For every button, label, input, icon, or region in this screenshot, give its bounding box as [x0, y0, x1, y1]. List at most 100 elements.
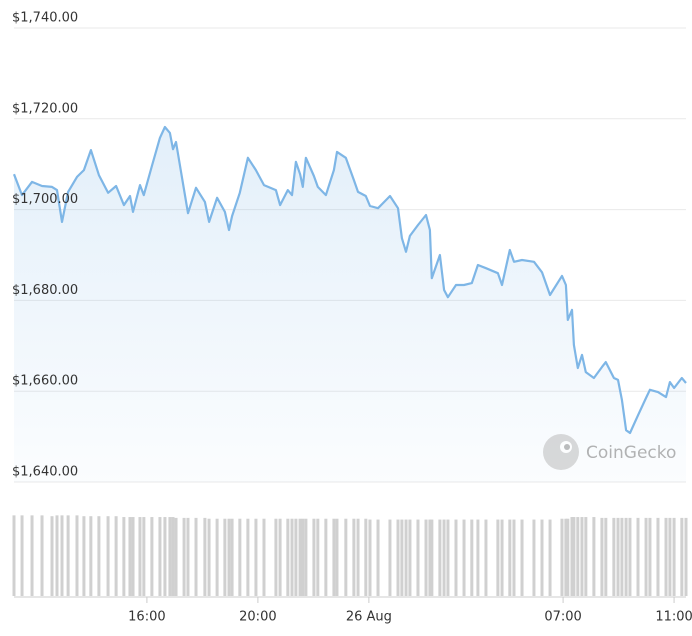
- volume-bar: [97, 516, 101, 596]
- volume-bar: [396, 519, 400, 596]
- volume-bar: [644, 517, 648, 596]
- volume-bar: [158, 517, 162, 596]
- volume-bar: [584, 517, 588, 596]
- volume-bar: [182, 517, 186, 596]
- volume-bar: [274, 518, 278, 596]
- volume-bar: [548, 519, 552, 596]
- y-tick-label: $1,740.00: [12, 11, 78, 26]
- volume-bar: [672, 517, 676, 596]
- volume-bar: [150, 517, 154, 596]
- volume-bar: [238, 518, 242, 596]
- volume-bar: [496, 519, 500, 596]
- y-tick-label: $1,680.00: [12, 283, 78, 298]
- volume-bar: [442, 519, 446, 596]
- volume-bar: [30, 515, 34, 596]
- volume-bar: [564, 518, 568, 596]
- price-line: [12, 125, 687, 435]
- volume-bar: [246, 518, 250, 596]
- volume-bar: [404, 519, 408, 596]
- volume-bar: [82, 516, 86, 596]
- volume-bar: [290, 518, 294, 596]
- volume-bar: [332, 518, 336, 596]
- volume-bar: [446, 519, 450, 596]
- volume-bar: [316, 518, 320, 596]
- x-tick-label: 11:00: [655, 610, 692, 625]
- volume-bar: [335, 518, 339, 596]
- volume-bar: [298, 518, 302, 596]
- volume-bar: [40, 515, 44, 596]
- volume-bar: [223, 518, 227, 596]
- watermark-text: CoinGecko: [586, 443, 676, 463]
- y-tick-label: $1,720.00: [12, 101, 78, 116]
- volume-bar: [580, 517, 584, 596]
- volume-bar: [624, 517, 628, 596]
- volume-bar: [142, 517, 146, 596]
- volume-bar: [428, 519, 432, 596]
- volume-bar: [604, 517, 608, 596]
- volume-bar: [484, 519, 488, 596]
- volume-bar: [636, 517, 640, 596]
- volume-bar: [262, 518, 266, 596]
- volume-bar: [620, 517, 624, 596]
- y-tick-label: $1,700.00: [12, 192, 78, 207]
- volume-bar: [286, 518, 290, 596]
- volume-bar: [470, 519, 474, 596]
- volume-bar: [174, 517, 178, 596]
- volume-bar: [344, 518, 348, 596]
- volume-bar: [128, 517, 132, 596]
- volume-bar: [576, 517, 580, 596]
- volume-bar: [75, 515, 79, 596]
- volume-bar: [227, 518, 231, 596]
- x-tick-label: 07:00: [544, 610, 581, 625]
- volume-bar: [278, 518, 282, 596]
- volume-bar: [540, 519, 544, 596]
- volume-bar: [301, 518, 305, 596]
- volume-bar: [520, 519, 524, 596]
- volume-bar: [684, 517, 688, 596]
- volume-bar: [476, 519, 480, 596]
- volume-bar: [106, 516, 110, 596]
- volume-bar: [89, 516, 93, 596]
- volume-bar: [138, 517, 142, 596]
- volume-bar: [430, 519, 434, 596]
- volume-bar: [400, 519, 404, 596]
- x-tick-label: 16:00: [128, 610, 165, 625]
- volume-bar: [376, 519, 380, 596]
- volume-bar: [592, 517, 596, 596]
- volume-bar: [664, 517, 668, 596]
- price-area: [14, 127, 686, 482]
- volume-bar: [612, 517, 616, 596]
- volume-bar: [163, 517, 167, 596]
- volume-bar: [50, 516, 54, 596]
- volume-bar: [454, 519, 458, 596]
- volume-bar: [600, 517, 604, 596]
- volume-bar: [668, 517, 672, 596]
- volume-bar: [388, 519, 392, 596]
- volume-bar: [408, 519, 412, 596]
- volume-bar: [656, 517, 660, 596]
- volume-bar: [131, 517, 135, 596]
- volume-bar: [230, 518, 234, 596]
- volume-bar: [203, 517, 207, 596]
- volume-bar: [20, 515, 24, 596]
- volume-bar: [416, 519, 420, 596]
- volume-bar: [122, 517, 126, 596]
- volume-bar: [171, 517, 175, 596]
- volume-bar: [186, 517, 190, 596]
- y-tick-label: $1,640.00: [12, 465, 78, 480]
- volume-bar: [438, 519, 442, 596]
- volume-bar: [680, 517, 684, 596]
- volume-bar: [500, 519, 504, 596]
- volume-bar: [572, 517, 576, 596]
- y-tick-label: $1,660.00: [12, 374, 78, 389]
- volume-bar: [508, 519, 512, 596]
- volume-bar: [114, 516, 118, 596]
- volume-bar: [560, 518, 564, 596]
- volume-bar: [304, 518, 308, 596]
- volume-bar: [66, 515, 70, 596]
- x-tick-label: 20:00: [239, 610, 276, 625]
- volume-bar: [532, 519, 536, 596]
- volume-bar: [324, 518, 328, 596]
